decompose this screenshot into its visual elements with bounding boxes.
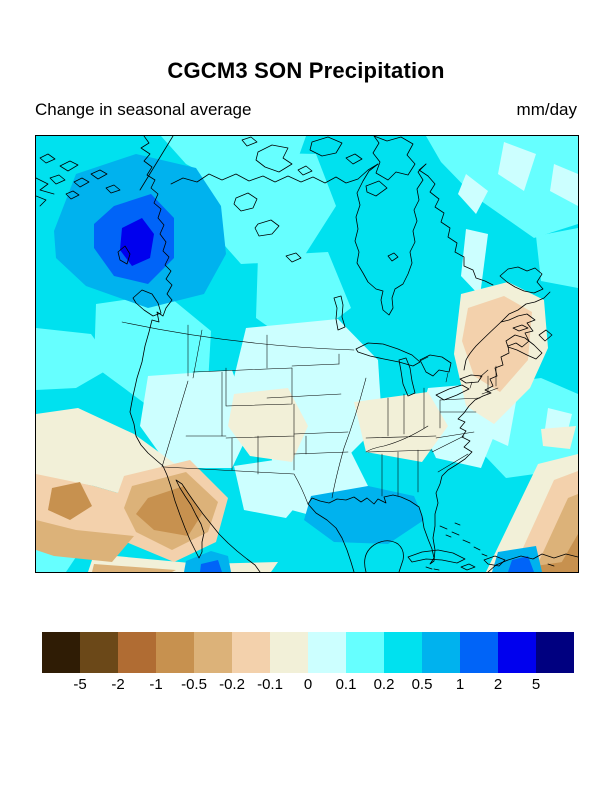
figure-title: CGCM3 SON Precipitation <box>167 58 445 83</box>
colorbar-segment <box>498 632 536 673</box>
figure-subtitle: Change in seasonal average <box>35 100 252 119</box>
colorbar-segment <box>42 632 80 673</box>
colorbar-tick-label: 0.1 <box>335 676 357 693</box>
state-borders <box>121 321 499 505</box>
colorbar-segment <box>118 632 156 673</box>
colorbar-segment <box>232 632 270 673</box>
subtitle-row: Change in seasonal average mm/day <box>35 100 577 120</box>
colorbar-ticks: -5 -2 -1 -0.5 -0.2 -0.1 0 0.1 0.2 0.5 1 2 5 <box>42 676 574 696</box>
colorbar-tick-label: 0 <box>303 676 313 693</box>
colorbar-segment <box>194 632 232 673</box>
colorbar-segment <box>460 632 498 673</box>
colorbar-tick-label: -2 <box>111 676 125 693</box>
colorbar-tick-label: 2 <box>493 676 503 693</box>
colorbar-tick-label: 5 <box>531 676 541 693</box>
colorbar-tick-label: -5 <box>73 676 87 693</box>
colorbar-tick-label: 1 <box>455 676 465 693</box>
colorbar-segment <box>308 632 346 673</box>
colorbar-tick-label: -0.2 <box>219 676 245 693</box>
colorbar-segment <box>270 632 308 673</box>
colorbar-tick-label: -0.1 <box>257 676 283 693</box>
colorbar-tick-label: 0.5 <box>411 676 433 693</box>
map-svg <box>36 136 578 572</box>
colorbar-segment <box>536 632 574 673</box>
colorbar-segment <box>346 632 384 673</box>
colorbar-segment <box>384 632 422 673</box>
colorbar-segment <box>156 632 194 673</box>
colorbar-tick-label: -0.5 <box>181 676 207 693</box>
precipitation-map <box>35 135 579 573</box>
colorbar-segment <box>80 632 118 673</box>
colorbar-segment <box>422 632 460 673</box>
colorbar <box>42 632 574 673</box>
colorbar-tick-label: -1 <box>149 676 163 693</box>
units-label: mm/day <box>516 100 577 119</box>
colorbar-tick-label: 0.2 <box>373 676 395 693</box>
coastlines <box>36 136 578 572</box>
